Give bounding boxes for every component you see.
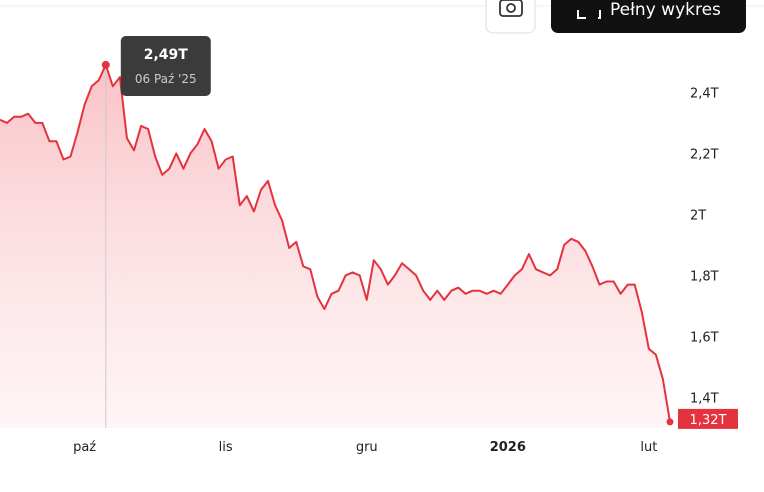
x-tick-label: 2026 bbox=[490, 440, 526, 455]
x-tick-label: lut bbox=[640, 440, 657, 455]
button-label: Pełny wykres bbox=[610, 0, 721, 20]
y-tick-label: 2,4T bbox=[690, 86, 719, 101]
full-chart-button[interactable]: Pełny wykres bbox=[551, 0, 746, 33]
tooltip-point bbox=[101, 60, 110, 69]
x-tick-label: lis bbox=[219, 440, 233, 455]
tooltip-box bbox=[120, 36, 211, 96]
last-value-label: 1,32T bbox=[690, 413, 727, 428]
y-tick-label: 2T bbox=[690, 208, 706, 223]
y-tick-label: 1,4T bbox=[690, 391, 719, 406]
x-tick-label: gru bbox=[356, 440, 378, 455]
camera-button[interactable] bbox=[485, 0, 536, 34]
y-tick-label: 1,8T bbox=[690, 269, 719, 284]
last-point bbox=[666, 418, 674, 426]
y-tick-label: 2,2T bbox=[690, 147, 719, 162]
x-tick-label: paź bbox=[73, 440, 96, 455]
tooltip-value: 2,49T bbox=[144, 47, 189, 63]
tooltip-date: 06 Paź '25 bbox=[135, 72, 197, 86]
last-value-box bbox=[678, 408, 738, 429]
line bbox=[0, 63, 671, 423]
area bbox=[0, 64, 670, 429]
y-tick-label: 1,6T bbox=[690, 330, 719, 345]
